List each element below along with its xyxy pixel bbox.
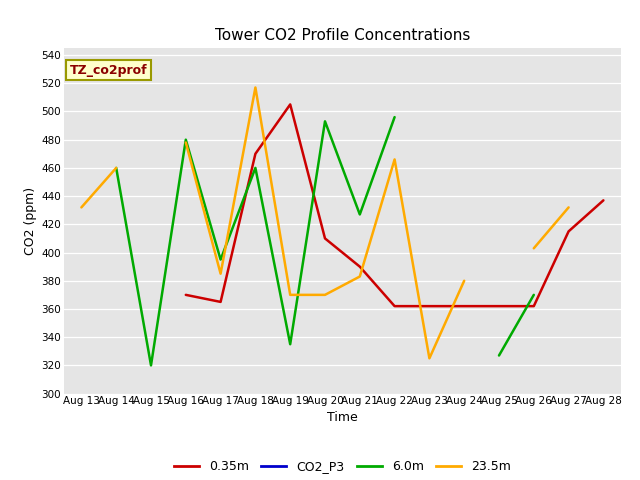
X-axis label: Time: Time [327, 410, 358, 423]
Title: Tower CO2 Profile Concentrations: Tower CO2 Profile Concentrations [214, 28, 470, 43]
Y-axis label: CO2 (ppm): CO2 (ppm) [24, 187, 37, 255]
Text: TZ_co2prof: TZ_co2prof [70, 63, 147, 76]
Legend: 0.35m, CO2_P3, 6.0m, 23.5m: 0.35m, CO2_P3, 6.0m, 23.5m [169, 455, 516, 478]
